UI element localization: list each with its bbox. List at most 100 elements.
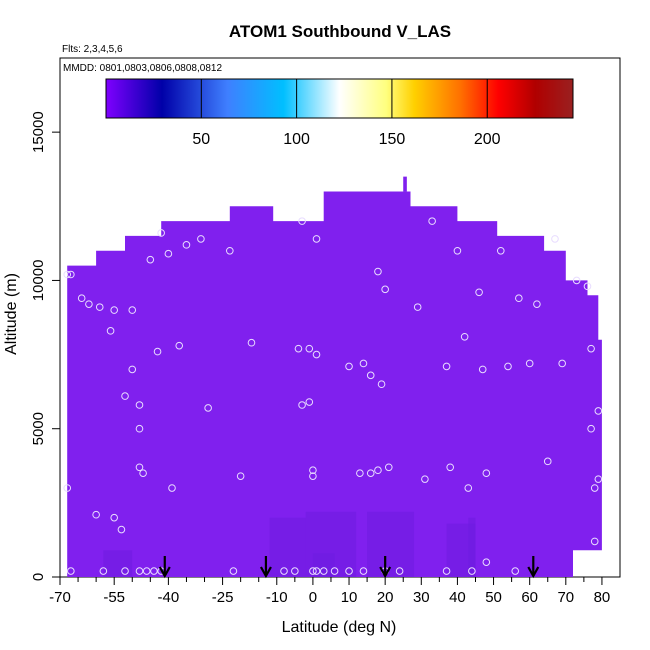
sample-point	[356, 469, 364, 478]
sample-point	[446, 463, 454, 472]
sample-point	[453, 246, 462, 255]
chart-title: ATOM1 Southbound V_LAS	[229, 22, 451, 41]
sample-point	[345, 362, 353, 371]
sample-point	[204, 404, 212, 412]
sample-point	[92, 510, 100, 519]
sample-point	[366, 371, 375, 380]
sample-point	[460, 332, 469, 341]
sample-point	[298, 401, 306, 409]
sample-point	[496, 246, 505, 255]
sample-point	[305, 398, 314, 406]
flights-label: Flts: 2,3,4,5,6	[62, 44, 123, 55]
x-tick-label: 10	[341, 589, 358, 606]
sample-point	[67, 567, 75, 575]
sample-point	[95, 303, 104, 311]
dates-label: MMDD: 0801,0803,0806,0808,0812	[63, 63, 222, 74]
x-tick-label: 70	[557, 589, 574, 606]
sample-point	[298, 217, 306, 225]
arrow-marker	[158, 556, 171, 579]
field-patch	[367, 511, 415, 577]
sample-point	[291, 567, 299, 575]
sample-point	[590, 537, 599, 546]
sample-point	[110, 306, 118, 314]
sample-point	[236, 472, 245, 480]
arrow-markers	[158, 556, 540, 579]
sample-point	[229, 567, 238, 575]
y-tick-label: 5000	[30, 412, 47, 445]
x-tick-label: 50	[485, 589, 502, 606]
sample-point	[374, 267, 382, 276]
sample-point	[515, 294, 523, 303]
sample-point	[157, 229, 165, 237]
sample-point	[106, 327, 115, 335]
sample-point	[121, 567, 129, 575]
x-tick-label: -40	[158, 589, 180, 606]
sample-point	[312, 567, 321, 575]
field-patch	[269, 517, 306, 577]
colorbar-tick-label: 50	[192, 131, 210, 148]
sample-point	[309, 472, 317, 480]
x-tick-label: -10	[266, 589, 288, 606]
x-tick-label: -70	[49, 589, 71, 606]
sample-point	[312, 235, 321, 243]
field-patch	[468, 517, 476, 577]
sample-point	[468, 567, 476, 575]
x-tick-label: 0	[309, 589, 317, 606]
sample-point	[135, 401, 144, 409]
sample-point	[150, 567, 158, 575]
sample-point	[384, 463, 393, 472]
sample-point	[583, 282, 592, 291]
sample-point	[63, 484, 72, 492]
sample-point	[428, 217, 436, 225]
sample-point	[110, 513, 118, 522]
sample-point	[511, 567, 520, 575]
sample-point	[475, 288, 483, 297]
sample-point	[63, 270, 72, 279]
sample-point	[135, 567, 144, 575]
colorbar-tick-label: 150	[379, 131, 406, 148]
y-tick-label: 15000	[30, 111, 47, 153]
sample-point	[442, 567, 451, 575]
colorbar: 50 100 150 200	[105, 78, 574, 148]
sample-point	[164, 249, 173, 258]
sample-point	[135, 463, 144, 472]
sample-point	[543, 457, 552, 466]
x-tick-label: 80	[594, 589, 611, 606]
sample-point	[551, 235, 559, 243]
sample-point	[381, 285, 389, 294]
sample-point	[175, 341, 184, 350]
sample-point	[294, 344, 303, 353]
sample-point	[442, 362, 451, 371]
x-axis-label: Latitude (deg N)	[282, 619, 397, 636]
sample-point	[590, 484, 599, 492]
sample-point	[305, 344, 314, 353]
field-patch	[103, 550, 133, 577]
sample-point	[359, 567, 368, 575]
y-tick-label: 0	[30, 573, 47, 581]
sample-point	[128, 365, 137, 374]
sample-point	[135, 424, 144, 433]
sample-point	[77, 294, 86, 303]
sample-point	[482, 558, 491, 566]
sample-point	[374, 466, 382, 475]
y-axis-label: Altitude (m)	[3, 273, 20, 355]
colorbar-tick-label: 100	[283, 131, 310, 148]
data-field	[67, 176, 602, 577]
sample-point	[312, 350, 321, 359]
arrow-marker	[527, 556, 540, 579]
sample-point	[359, 359, 368, 368]
sample-point	[587, 344, 595, 353]
colorbar-gradient	[105, 78, 574, 119]
sample-point	[247, 338, 256, 347]
field-area	[67, 191, 602, 577]
sample-point	[366, 469, 375, 478]
sample-point	[421, 475, 429, 483]
x-tick-label: -55	[103, 589, 125, 606]
sample-point	[117, 525, 126, 534]
sample-point	[309, 466, 317, 475]
sample-point	[377, 380, 386, 389]
sample-point	[504, 362, 512, 371]
sample-point	[533, 300, 541, 308]
sample-point	[482, 469, 491, 478]
